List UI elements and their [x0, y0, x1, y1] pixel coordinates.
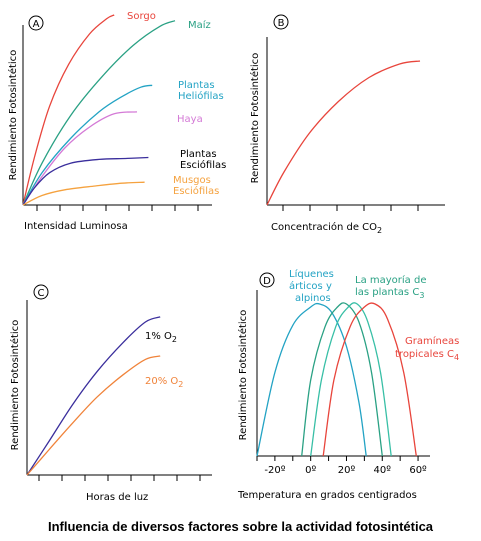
panel-a-line-sorgo: [22, 14, 115, 206]
panel-a-ylabel: Rendimiento Fotosintético: [7, 50, 19, 181]
panel-a: A Intensidad Luminosa Rendimiento Fotosi…: [7, 11, 226, 232]
label-liquenes: Líquenes árticos y alpinos: [289, 268, 334, 304]
panel-c-line-20-o: [26, 355, 161, 476]
panel-c-ylabel: Rendimiento Fotosintético: [9, 320, 21, 451]
panel-b: B Concentración de CO2 Rendimiento Fotos…: [249, 14, 445, 235]
panel-d-tick-label-3: 40º: [374, 465, 392, 476]
panel-d-line-series-2: [310, 302, 392, 457]
panel-c-xlabel: Horas de luz: [86, 492, 148, 503]
panel-b-xlabel: Concentración de CO2: [271, 221, 382, 235]
panel-c-ticks: [38, 475, 201, 481]
panel-b-letter: B: [278, 18, 285, 29]
panel-d: -20º 0º 20º 40º 60º D Temperatura en grados …: [237, 268, 459, 501]
label-plantas-esciofilas: Plantas Esciófilas: [180, 149, 226, 171]
panel-c-lines: [26, 316, 161, 476]
panel-c-letter: C: [38, 288, 45, 299]
panel-d-ticks: [256, 456, 419, 461]
panel-a-line-maiz: [22, 20, 176, 206]
label-plantas-heliofilas: Plantas Heliófilas: [178, 80, 224, 102]
panel-d-lines: [256, 302, 417, 457]
label-plantas-c3: La mayoría de las plantas C3: [355, 274, 426, 300]
panel-d-tick-label-4: 60º: [409, 465, 427, 476]
panel-a-ticks: [36, 205, 199, 211]
label-gramineas-c4: Gramíneas tropicales C4: [395, 335, 459, 362]
panel-d-tick-label-2: 20º: [338, 465, 356, 476]
panel-c-badge: [33, 284, 49, 300]
panel-b-lines: [266, 60, 421, 206]
panel-c: C Horas de luz Rendimiento Fotosintético…: [9, 284, 212, 503]
panel-a-letter: A: [33, 19, 40, 30]
figure-caption: Influencia de diversos factores sobre la…: [47, 519, 434, 534]
label-sorgo: Sorgo: [127, 11, 156, 22]
label-haya: Haya: [177, 114, 203, 125]
panel-b-badge: [273, 14, 289, 30]
panel-d-xlabel: Temperatura en grados centigrados: [237, 490, 417, 501]
panel-d-letter: D: [263, 276, 271, 287]
panel-a-line-plantas-esciofilas: [22, 156, 149, 206]
panel-a-xlabel: Intensidad Luminosa: [24, 221, 128, 232]
panel-b-ticks: [282, 205, 419, 211]
panel-d-line-la-mayoria-de-las-plantas-c: [301, 302, 383, 457]
panel-a-lines: [22, 14, 176, 206]
panel-d-tick-label-1: 0º: [305, 465, 316, 476]
label-1pct-o2: 1% O2: [145, 331, 177, 344]
panel-a-line-musgos-esciofilos: [22, 181, 145, 206]
panel-a-badge: [28, 15, 44, 31]
panel-d-line-liquenes-articos-y-alpinos: [256, 302, 367, 457]
label-musgos-esciofilos: Musgos Esciófilas: [173, 175, 219, 197]
label-20pct-o2: 20% O2: [145, 376, 183, 389]
panel-d-line-gramineas-tropicales-c: [322, 302, 417, 457]
label-maiz: Maíz: [188, 19, 211, 31]
panel-b-ylabel: Rendimiento Fotosintético: [249, 53, 261, 184]
panel-b-line-series-0: [266, 60, 421, 206]
panel-d-ylabel: Rendimiento Fotosintético: [237, 310, 249, 441]
panel-a-line-plantas-heliofilas: [22, 84, 153, 206]
panel-d-tick-label-0: -20º: [264, 465, 285, 476]
panel-d-badge: [259, 272, 275, 288]
panel-d-tick-labels: -20º 0º 20º 40º 60º: [264, 465, 427, 476]
panel-a-line-haya: [22, 111, 138, 206]
panel-c-line-1-o: [26, 316, 161, 476]
